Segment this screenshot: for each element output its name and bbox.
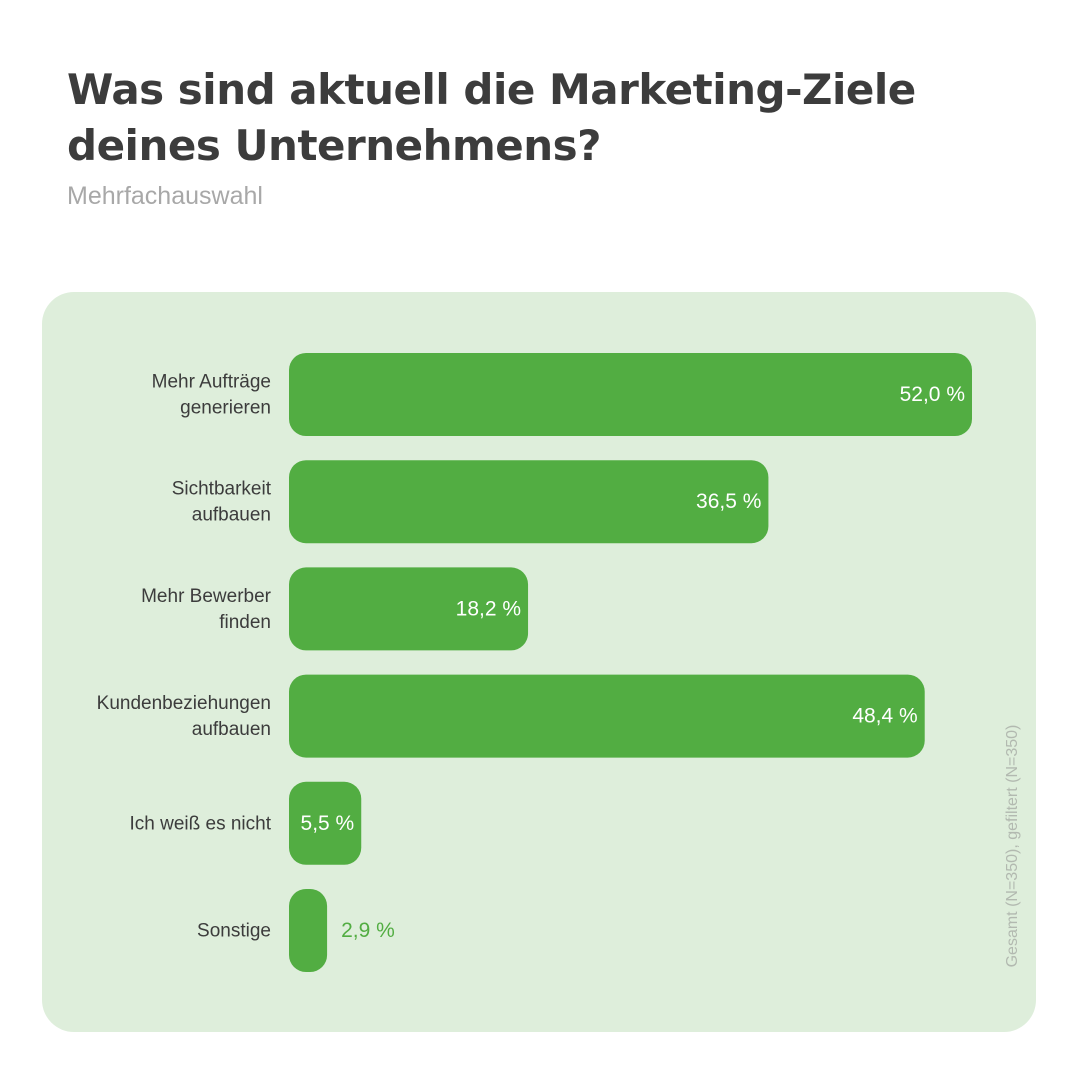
category-label-4: Ich weiß es nicht [130, 813, 272, 834]
category-label-2: Mehr Bewerber finden [141, 585, 272, 632]
bar-5 [289, 889, 328, 972]
bar-2 [289, 567, 529, 651]
bar-0 [289, 353, 972, 436]
value-label-3: 48,4 % [852, 705, 917, 728]
category-label-5: Sonstige [197, 920, 271, 941]
category-label-3: Kundenbeziehungen aufbauen [97, 693, 271, 740]
value-label-1: 36,5 % [696, 490, 761, 513]
value-label-0: 52,0 % [900, 383, 965, 406]
value-label-4: 5,5 % [301, 812, 355, 835]
chart-subtitle: Mehrfachauswahl [67, 182, 263, 210]
value-label-5: 2,9 % [341, 919, 395, 942]
bar-3 [289, 674, 925, 758]
sample-size-footnote: Gesamt (N=350), gefiltert (N=350) [1004, 724, 1021, 968]
category-label-0: Mehr Aufträge generieren [152, 371, 271, 418]
category-label-1: Sichtbarkeit aufbauen [172, 478, 272, 525]
bar-4 [289, 781, 362, 865]
value-label-2: 18,2 % [456, 597, 521, 620]
bar-1 [289, 460, 769, 544]
chart-title: Was sind aktuell die Marketing-Ziele dei… [67, 65, 916, 170]
